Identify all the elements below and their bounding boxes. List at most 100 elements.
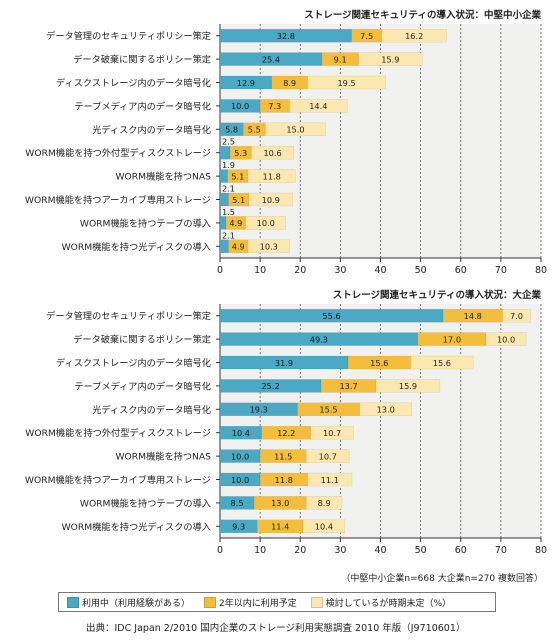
category-label: データ破棄に関するポリシー策定	[73, 334, 211, 346]
bar-segment	[219, 169, 228, 183]
bar-segment	[381, 28, 447, 43]
data-label: 10.0	[257, 218, 275, 228]
bar-segment	[248, 192, 293, 207]
category-label: WORM機能を持つNAS	[115, 171, 211, 183]
legend: 利用中（利用経験がある） 2年以内に利用予定 検討しているが時期未定（%）	[58, 592, 496, 612]
data-label: 5.3	[234, 148, 247, 158]
category-label: WORM機能を持つ光ディスクの導入	[62, 521, 211, 533]
data-label: 10.7	[319, 451, 337, 461]
category-label: WORM機能を持つテープの導入	[80, 217, 211, 229]
x-tick-label: 50	[415, 545, 427, 556]
data-label: 8.5	[231, 498, 244, 508]
bar-segment	[289, 99, 348, 113]
data-label: 11.4	[271, 522, 289, 532]
legend-item-undecided: 検討しているが時期未定（%）	[310, 596, 451, 609]
legend-swatch-using	[67, 596, 79, 608]
data-label: 10.4	[315, 522, 333, 532]
category-label: WORM機能を持つNAS	[115, 451, 211, 463]
legend-item-plan2y: 2年以内に利用予定	[204, 596, 297, 609]
data-label: 25.4	[262, 54, 280, 64]
chart-title: ストレージ関連セキュリティの導入状況：大企業	[333, 289, 542, 301]
bar-segment	[251, 145, 295, 160]
data-label: 14.4	[309, 101, 327, 111]
data-label: 14.8	[464, 311, 482, 321]
bar-segment	[485, 332, 527, 346]
category-label: WORM機能を持つアーカイブ専用ストレージ	[25, 474, 211, 486]
data-label: 15.9	[399, 381, 417, 391]
x-tick-label: 60	[455, 545, 467, 556]
data-label: 49.3	[310, 334, 328, 344]
x-tick-label: 70	[495, 545, 507, 556]
bar-segment	[247, 239, 290, 254]
data-label: 8.9	[283, 78, 296, 88]
data-label: 2.1	[222, 184, 235, 194]
data-label: 16.2	[405, 31, 423, 41]
x-tick-label: 0	[217, 265, 223, 276]
legend-item-using: 利用中（利用経験がある）	[67, 596, 190, 609]
x-tick-label: 60	[455, 265, 467, 276]
data-label: 10.7	[323, 428, 341, 438]
data-label: 2.1	[222, 230, 235, 240]
data-label: 10.6	[263, 148, 281, 158]
x-tick-label: 10	[254, 265, 266, 276]
category-label: データ管理のセキュリティポリシー策定	[46, 30, 211, 42]
bar-segment	[307, 75, 386, 90]
sample-size-note: （中堅中小企業n=668 大企業n=270 複数回答）	[341, 574, 543, 584]
data-label: 32.8	[277, 31, 295, 41]
x-tick-label: 80	[535, 545, 547, 556]
category-label: WORM機能を持つアーカイブ専用ストレージ	[25, 194, 211, 206]
bar-segment	[375, 379, 441, 393]
x-tick-label: 10	[254, 545, 266, 556]
legend-swatch-plan2y	[204, 596, 217, 608]
data-label: 15.6	[370, 358, 388, 368]
data-label: 1.5	[222, 207, 235, 217]
bar-segment	[306, 496, 343, 510]
category-label: 光ディスク内のデータ暗号化	[92, 124, 211, 136]
x-tick-label: 70	[495, 265, 507, 276]
legend-label-plan2y: 2年以内に利用予定	[219, 598, 297, 609]
bar-segment	[265, 122, 326, 137]
bar-segment	[219, 192, 229, 207]
data-label: 10.4	[232, 428, 250, 438]
data-label: 4.9	[229, 218, 242, 228]
category-label: ディスクストレージ内のデータ暗号化	[56, 77, 211, 89]
data-label: 1.9	[222, 160, 235, 170]
x-tick-label: 80	[535, 265, 547, 276]
bar-segment	[307, 472, 353, 487]
data-label: 8.9	[318, 498, 331, 508]
data-label: 9.1	[334, 54, 347, 64]
data-label: 19.3	[250, 405, 268, 415]
category-label: ディスクストレージ内のデータ暗号化	[56, 357, 211, 369]
category-label: テープメディア内のデータ暗号化	[74, 100, 211, 112]
category-label: データ破棄に関するポリシー策定	[73, 54, 211, 66]
data-label: 9.3	[232, 522, 245, 532]
data-label: 12.2	[277, 428, 295, 438]
bar-segment	[359, 402, 413, 417]
bar-segment	[306, 449, 350, 463]
data-label: 55.6	[322, 311, 340, 321]
x-tick-label: 30	[334, 265, 346, 276]
data-label: 13.0	[377, 405, 395, 415]
bar-segment	[302, 519, 346, 534]
data-label: 10.9	[262, 195, 280, 205]
data-label: 5.8	[225, 125, 238, 135]
data-label: 15.5	[319, 405, 337, 415]
data-label: 19.5	[337, 78, 355, 88]
data-label: 10.0	[231, 475, 249, 485]
category-label: データ管理のセキュリティポリシー策定	[46, 310, 211, 322]
category-label: WORM機能を持つ外付型ディスクストレージ	[25, 427, 211, 439]
data-label: 15.9	[381, 54, 399, 64]
data-label: 5.5	[248, 125, 261, 135]
data-label: 31.9	[275, 358, 293, 368]
data-label: 7.5	[360, 31, 373, 41]
chart-title: ストレージ関連セキュリティの導入状況：中堅中小企業	[304, 9, 541, 21]
x-tick-label: 20	[294, 265, 306, 276]
x-tick-label: 50	[415, 265, 427, 276]
legend-swatch-undecided	[310, 596, 323, 608]
data-label: 10.3	[260, 242, 278, 252]
bar-segment	[219, 239, 229, 254]
data-label: 5.1	[232, 195, 245, 205]
bar-segment	[245, 216, 287, 230]
x-tick-label: 0	[217, 545, 223, 556]
